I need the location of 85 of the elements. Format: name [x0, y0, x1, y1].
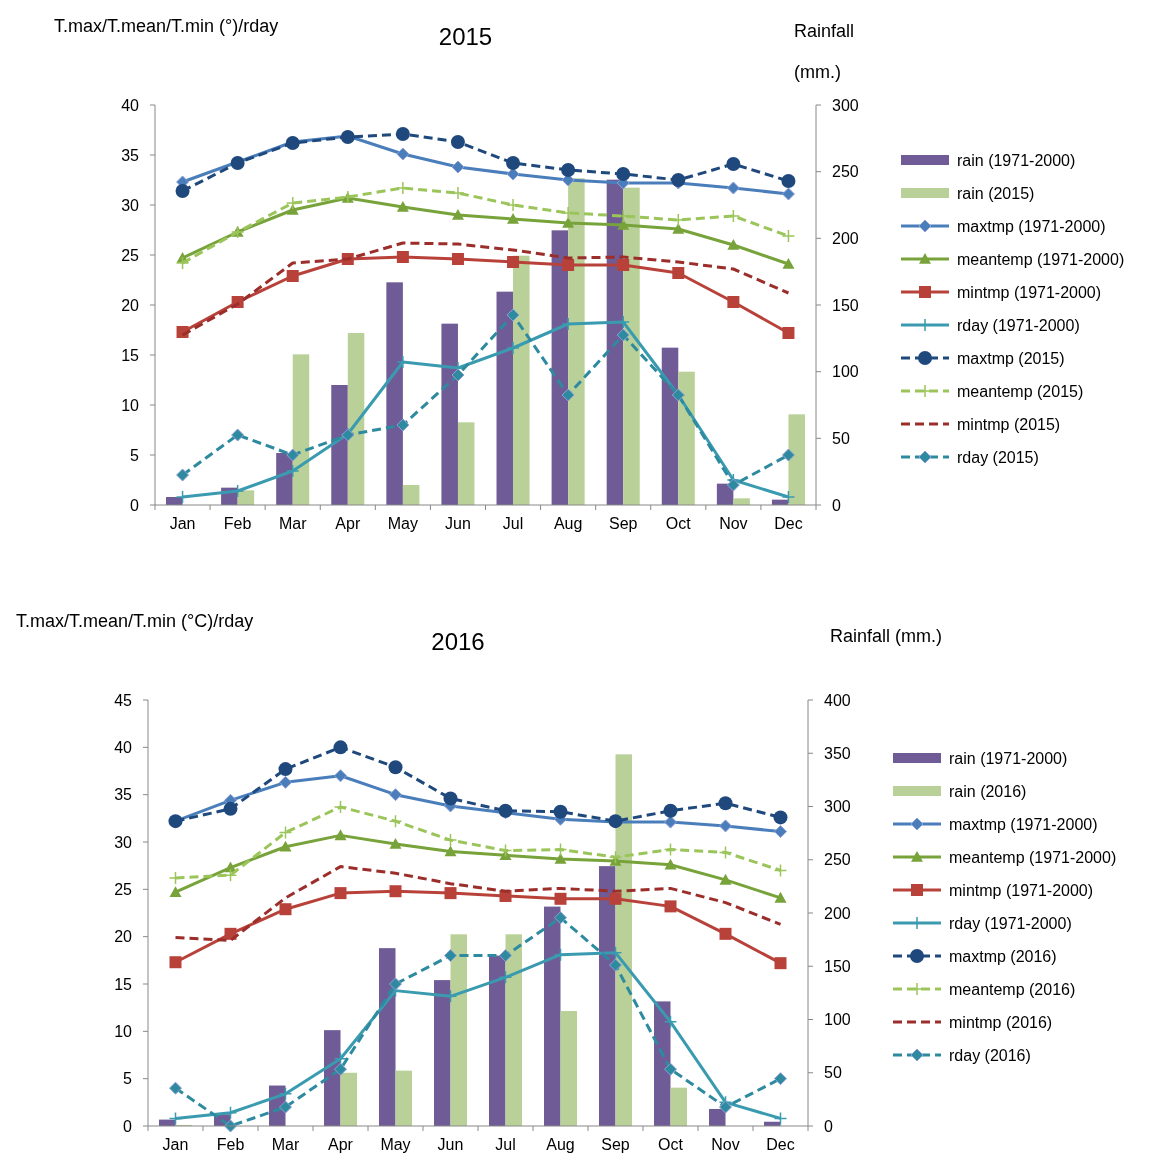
chart-title: 2016	[431, 628, 485, 655]
y-tick-label: 10	[121, 396, 140, 414]
y2-axis-title: Rainfall (mm.)	[830, 626, 943, 646]
y-tick-label: 45	[114, 691, 133, 709]
x-tick-label: May	[380, 1136, 411, 1153]
x-tick-label: Apr	[335, 515, 361, 532]
y-tick-label: 0	[123, 1117, 133, 1135]
legend-label: rain (1971-2000)	[957, 151, 1076, 169]
y2-tick-label: 0	[824, 1117, 833, 1135]
legend-label: rday (2015)	[957, 448, 1039, 466]
x-tick-label: Apr	[328, 1136, 354, 1153]
x-tick-label: Jun	[437, 1136, 464, 1153]
legend-label: meantemp (1971-2000)	[949, 848, 1117, 866]
y2-tick-label: 300	[824, 798, 851, 816]
legend-label: maxtmp (1971-2000)	[957, 217, 1106, 235]
legend-label: rday (1971-2000)	[949, 914, 1072, 932]
y-tick-label: 20	[114, 928, 133, 946]
legend-label: rain (1971-2000)	[949, 749, 1068, 767]
y-tick-label: 35	[114, 786, 133, 804]
y-axis-title: T.max/T.mean/T.min (°)/rday	[54, 16, 279, 36]
y2-tick-label: 300	[832, 96, 859, 114]
legend-label: rain (2015)	[957, 184, 1035, 202]
x-tick-label: Jan	[162, 1136, 189, 1153]
x-tick-label: Mar	[278, 515, 308, 532]
legend-label: maxtmp (1971-2000)	[949, 815, 1098, 833]
y2-tick-label: 250	[824, 851, 851, 869]
x-tick-label: Feb	[216, 1136, 245, 1153]
y-tick-label: 0	[130, 496, 140, 514]
y2-tick-label: 100	[832, 363, 859, 381]
legend-label: mintmp (2015)	[957, 415, 1061, 433]
chart-title: 2015	[438, 23, 493, 50]
y-tick-label: 30	[121, 196, 140, 214]
y2-tick-label: 250	[832, 163, 859, 181]
y-tick-label: 15	[121, 346, 140, 364]
legend-label: rain (2016)	[949, 782, 1027, 800]
x-tick-label: Jul	[502, 515, 524, 532]
x-tick-label: Aug	[553, 515, 583, 532]
y-tick-label: 40	[114, 738, 133, 756]
x-tick-label: Sep	[608, 515, 638, 532]
legend-label: mintmp (2016)	[949, 1013, 1053, 1031]
legend-label: meantemp (2015)	[957, 382, 1084, 400]
y2-axis-title: Rainfall (mm.)	[794, 21, 855, 82]
y2-tick-label: 400	[824, 691, 851, 709]
y-tick-label: 10	[114, 1022, 133, 1040]
y-axis-title: T.max/T.mean/T.min (°C)/rday	[16, 611, 254, 631]
y2-tick-label: 150	[824, 957, 851, 975]
y-tick-label: 20	[121, 296, 140, 314]
y2-tick-label: 350	[824, 744, 851, 762]
y-tick-label: 5	[130, 446, 140, 464]
x-tick-label: Nov	[719, 515, 748, 532]
y-tick-label: 40	[121, 96, 140, 114]
legend-label: rday (1971-2000)	[957, 316, 1080, 334]
y2-tick-label: 200	[832, 229, 859, 247]
legend-label: rday (2016)	[949, 1046, 1031, 1064]
x-tick-label: Mar	[271, 1136, 300, 1153]
x-tick-label: Oct	[665, 515, 692, 532]
legend-label: maxtmp (2015)	[957, 349, 1065, 367]
x-tick-label: Dec	[774, 515, 803, 532]
y2-tick-label: 200	[824, 904, 851, 922]
y2-tick-label: 150	[832, 296, 859, 314]
y2-tick-label: 100	[824, 1011, 851, 1029]
x-tick-label: May	[387, 515, 418, 532]
x-tick-label: Dec	[766, 1136, 795, 1153]
legend-label: maxtmp (2016)	[949, 947, 1057, 965]
x-tick-label: Nov	[711, 1136, 740, 1153]
x-tick-label: Sep	[601, 1136, 630, 1153]
y-tick-label: 35	[121, 146, 140, 164]
y-tick-label: 30	[114, 833, 133, 851]
x-tick-label: Jul	[495, 1136, 516, 1153]
x-tick-label: Jun	[445, 515, 471, 532]
legend-label: meantemp (2016)	[949, 980, 1076, 998]
legend-label: meantemp (1971-2000)	[957, 250, 1125, 268]
y-tick-label: 25	[121, 246, 140, 264]
x-tick-label: Feb	[223, 515, 252, 532]
x-tick-label: Jan	[169, 515, 196, 532]
y2-tick-label: 50	[824, 1064, 842, 1082]
y-tick-label: 15	[114, 975, 133, 993]
y-tick-label: 25	[114, 880, 133, 898]
legend-label: mintmp (1971-2000)	[957, 283, 1102, 301]
x-tick-label: Aug	[546, 1136, 575, 1153]
y2-tick-label: 50	[832, 429, 850, 447]
y-tick-label: 5	[123, 1070, 133, 1088]
x-tick-label: Oct	[658, 1136, 684, 1153]
legend-label: mintmp (1971-2000)	[949, 881, 1094, 899]
y2-tick-label: 0	[832, 496, 841, 514]
